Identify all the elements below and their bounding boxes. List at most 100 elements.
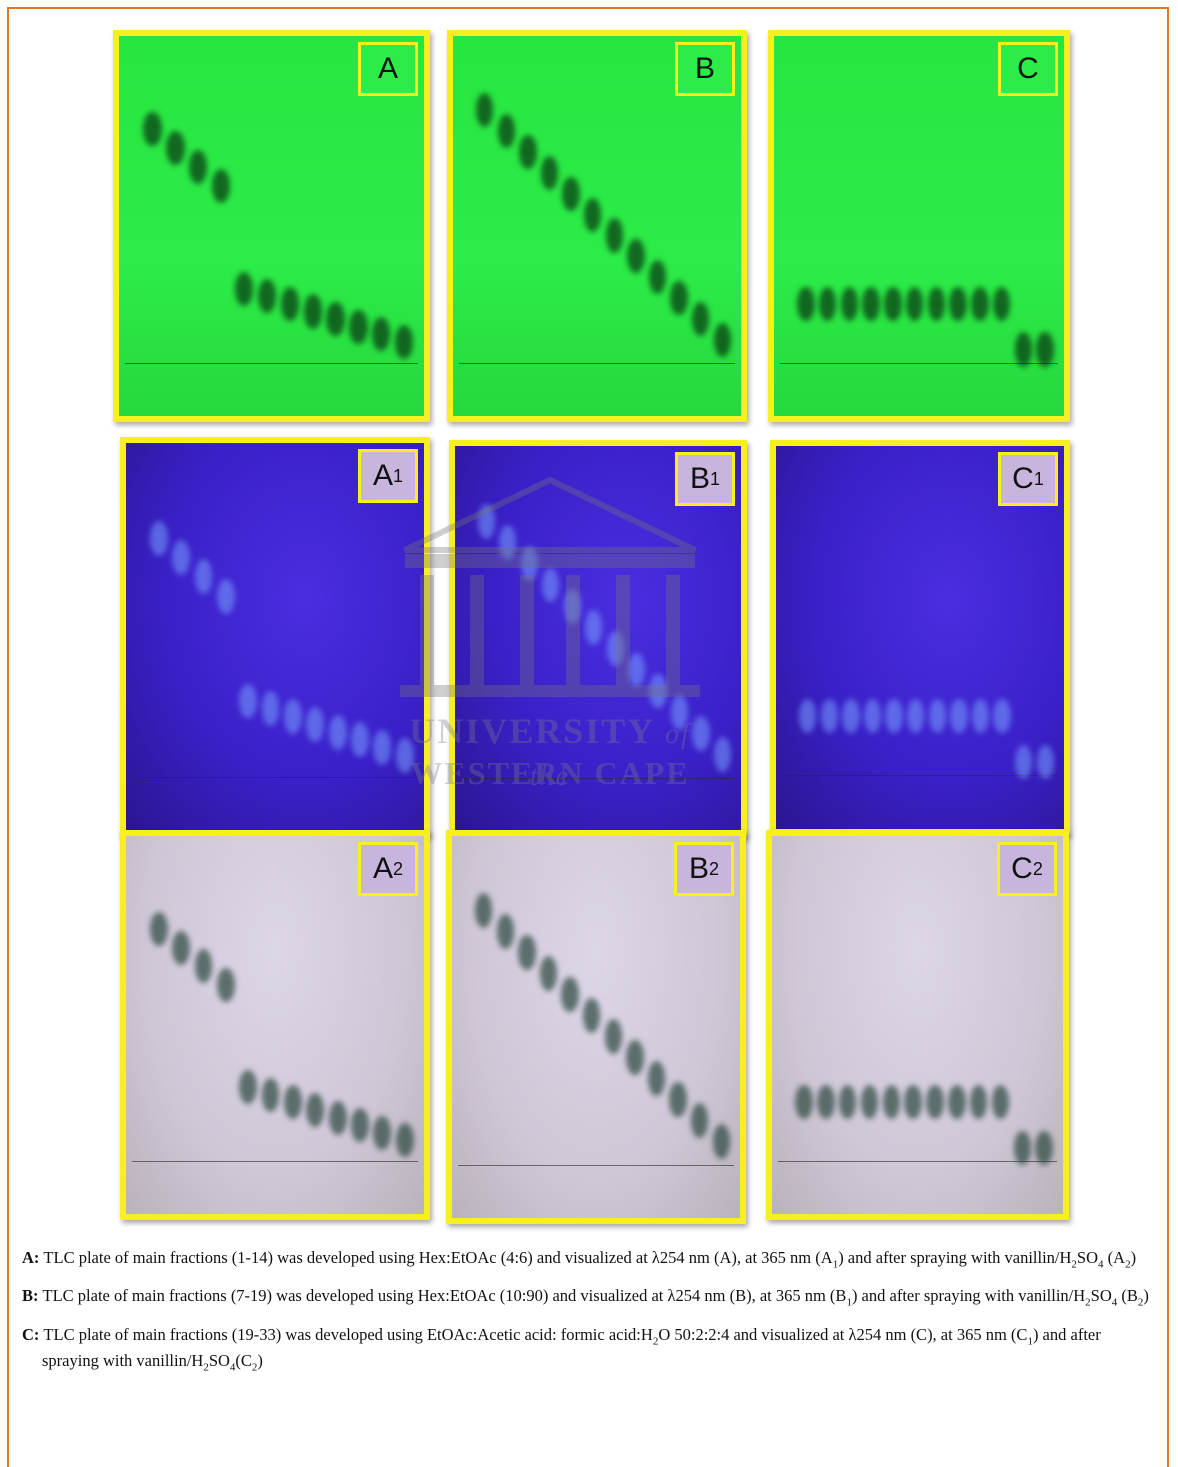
- baseline: [132, 1161, 418, 1162]
- panel-label: C2: [997, 842, 1057, 896]
- spot: [1036, 332, 1053, 366]
- spot: [1015, 745, 1032, 779]
- spot: [498, 114, 515, 148]
- baseline: [780, 363, 1058, 364]
- spot: [692, 302, 709, 336]
- caption: B:TLC plate of main fractions (7-19) was…: [22, 1286, 1152, 1312]
- caption-text: SO: [209, 1351, 230, 1370]
- spot: [884, 287, 901, 321]
- spot: [172, 540, 190, 575]
- caption-label: B:: [22, 1286, 39, 1305]
- spot: [861, 1085, 878, 1119]
- caption-text: ): [1143, 1286, 1149, 1305]
- panel-label: B: [675, 42, 735, 96]
- spot: [1015, 332, 1032, 366]
- baseline: [132, 777, 418, 778]
- tlc-plate: A2: [120, 830, 430, 1220]
- spot: [329, 715, 347, 750]
- spot: [284, 1085, 302, 1119]
- spot: [949, 287, 966, 321]
- caption-text: TLC plate of main fractions (1-14) was d…: [43, 1248, 832, 1267]
- tlc-plate: C2: [766, 830, 1069, 1220]
- panel-label: C1: [998, 452, 1058, 506]
- page: A B C A1 B1 C1 A2 B2 C2 UNIVERSITY of th…: [0, 0, 1178, 1460]
- spot: [584, 198, 601, 232]
- spot: [497, 914, 514, 948]
- spot: [928, 287, 945, 321]
- spot: [883, 1085, 900, 1119]
- spot: [839, 1085, 856, 1119]
- spot: [950, 699, 967, 733]
- spot: [797, 287, 814, 321]
- spot: [1014, 1131, 1031, 1165]
- spot: [326, 302, 344, 336]
- spot: [143, 112, 161, 146]
- spot: [395, 325, 413, 359]
- watermark-building: [385, 470, 715, 700]
- spot: [713, 1124, 730, 1158]
- watermark: UNIVERSITY of the WESTERN CAPE: [385, 470, 715, 800]
- spot: [821, 699, 838, 733]
- caption-text: ): [1131, 1248, 1137, 1267]
- spot: [971, 287, 988, 321]
- baseline: [458, 1165, 734, 1166]
- spot: [304, 294, 322, 328]
- spot: [993, 287, 1010, 321]
- spot: [649, 260, 666, 294]
- spot: [518, 935, 535, 969]
- caption-text: TLC plate of main fractions (7-19) was d…: [43, 1286, 847, 1305]
- spot: [195, 559, 213, 594]
- spot: [670, 281, 687, 315]
- spot: [993, 699, 1010, 733]
- spot: [627, 239, 644, 273]
- caption-text: (A: [1104, 1248, 1126, 1267]
- spot: [262, 691, 280, 726]
- caption-text: SO: [1077, 1248, 1098, 1267]
- spot: [541, 156, 558, 190]
- spot: [669, 1082, 686, 1116]
- caption-text: ) and after spraying with vanillin/H: [852, 1286, 1085, 1305]
- spot: [885, 699, 902, 733]
- spot: [626, 1040, 643, 1074]
- spot: [306, 1093, 324, 1127]
- spot: [583, 998, 600, 1032]
- spot: [540, 956, 557, 990]
- spot: [561, 977, 578, 1011]
- panel-label: A: [358, 42, 418, 96]
- spot: [606, 218, 623, 252]
- spot: [239, 1070, 257, 1104]
- caption-list: A:TLC plate of main fractions (1-14) was…: [22, 1248, 1152, 1389]
- caption: A:TLC plate of main fractions (1-14) was…: [22, 1248, 1152, 1274]
- spot: [351, 722, 369, 757]
- spot: [284, 699, 302, 734]
- panel-label: C: [998, 42, 1058, 96]
- baseline: [459, 363, 735, 364]
- spot: [714, 737, 731, 772]
- tlc-plate: B2: [446, 830, 746, 1224]
- spot: [351, 1108, 369, 1142]
- spot: [166, 131, 184, 165]
- spot: [476, 93, 493, 127]
- spot: [258, 279, 276, 313]
- caption-label: A:: [22, 1248, 39, 1267]
- spot: [904, 1085, 921, 1119]
- caption-label: C:: [22, 1325, 39, 1344]
- spot: [217, 579, 235, 614]
- baseline: [125, 363, 418, 364]
- spot: [817, 1085, 834, 1119]
- spot: [864, 699, 881, 733]
- spot: [562, 177, 579, 211]
- caption-text: ): [257, 1351, 263, 1370]
- spot: [519, 135, 536, 169]
- spot: [972, 699, 989, 733]
- spot: [281, 287, 299, 321]
- spot: [992, 1085, 1009, 1119]
- baseline: [778, 1161, 1057, 1162]
- spot: [172, 931, 190, 965]
- spot: [235, 272, 253, 306]
- spot: [306, 707, 324, 742]
- spot: [799, 699, 816, 733]
- caption-text: ) and after spraying with vanillin/H: [838, 1248, 1071, 1267]
